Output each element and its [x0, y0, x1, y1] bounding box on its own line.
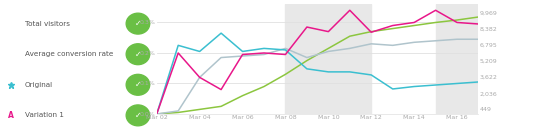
Text: ✓: ✓ — [135, 50, 141, 59]
Text: Average conversion rate: Average conversion rate — [25, 51, 113, 57]
Bar — [436, 4, 478, 114]
Text: ✓: ✓ — [135, 80, 141, 89]
Text: A: A — [8, 111, 14, 120]
Text: ✓: ✓ — [135, 111, 141, 120]
Circle shape — [126, 105, 150, 126]
Text: Variation 1: Variation 1 — [25, 112, 64, 118]
Text: Original: Original — [25, 82, 53, 88]
Text: Total visitors: Total visitors — [25, 21, 70, 27]
Circle shape — [126, 74, 150, 95]
Text: ✓: ✓ — [135, 19, 141, 28]
Bar — [285, 4, 371, 114]
Circle shape — [126, 13, 150, 34]
Circle shape — [126, 44, 150, 65]
